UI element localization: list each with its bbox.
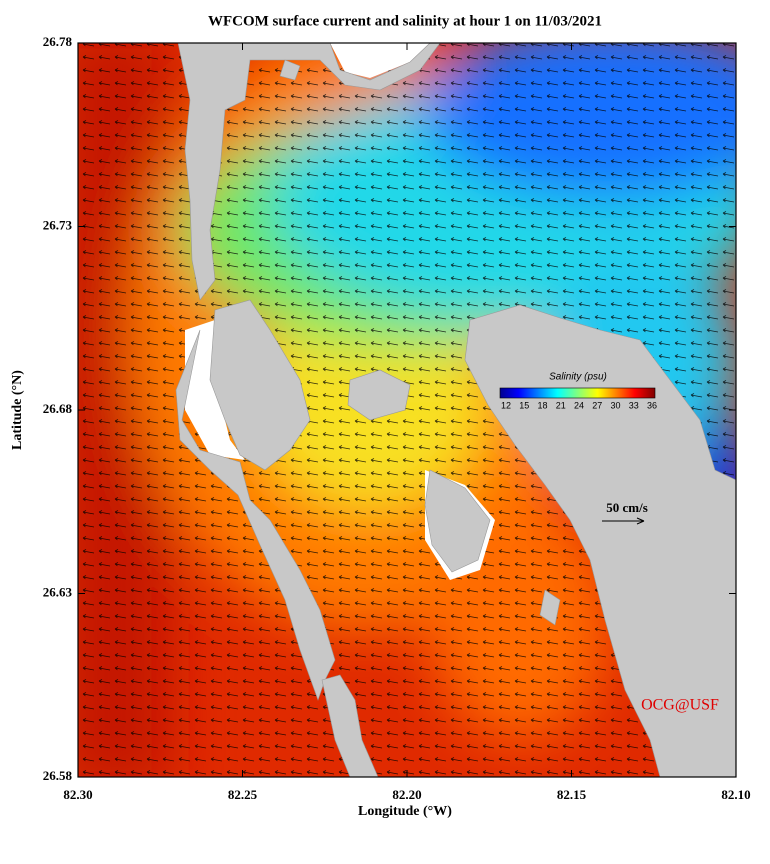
colorbar-tick-label: 27 <box>592 400 602 410</box>
colorbar-label: Salinity (psu) <box>549 372 607 383</box>
colorbar-tick-label: 24 <box>574 400 584 410</box>
colorbar-tick-label: 21 <box>556 400 566 410</box>
scale-arrow-head <box>636 517 645 525</box>
x-tick-label: 82.20 <box>392 787 421 802</box>
map-title: WFCOM surface current and salinity at ho… <box>208 13 602 29</box>
y-tick-label: 26.73 <box>43 217 73 232</box>
x-tick-label: 82.10 <box>721 787 750 802</box>
colorbar-tick-label: 36 <box>647 400 657 410</box>
y-tick-label: 26.63 <box>43 584 73 599</box>
y-tick-label: 26.58 <box>43 768 73 783</box>
colorbar-tick-label: 12 <box>501 400 511 410</box>
colorbar <box>499 387 656 399</box>
land <box>175 43 736 777</box>
salinity-field <box>78 43 736 777</box>
credit: OCG@USF <box>641 697 719 714</box>
y-tick-label: 26.78 <box>43 34 73 49</box>
colorbar-tick-label: 15 <box>519 400 529 410</box>
x-tick-label: 82.25 <box>228 787 258 802</box>
colorbar-tick-label: 18 <box>537 400 547 410</box>
y-axis-label: Latitude (°N) <box>10 370 25 450</box>
y-tick-label: 26.68 <box>43 401 73 416</box>
colorbar-tick-label: 33 <box>629 400 639 410</box>
x-axis-label: Longitude (°W) <box>358 804 452 819</box>
colorbar-tick-label: 30 <box>610 400 620 410</box>
x-tick-label: 82.30 <box>63 787 92 802</box>
x-tick-label: 82.15 <box>557 787 587 802</box>
scale-label: 50 cm/s <box>606 500 648 515</box>
